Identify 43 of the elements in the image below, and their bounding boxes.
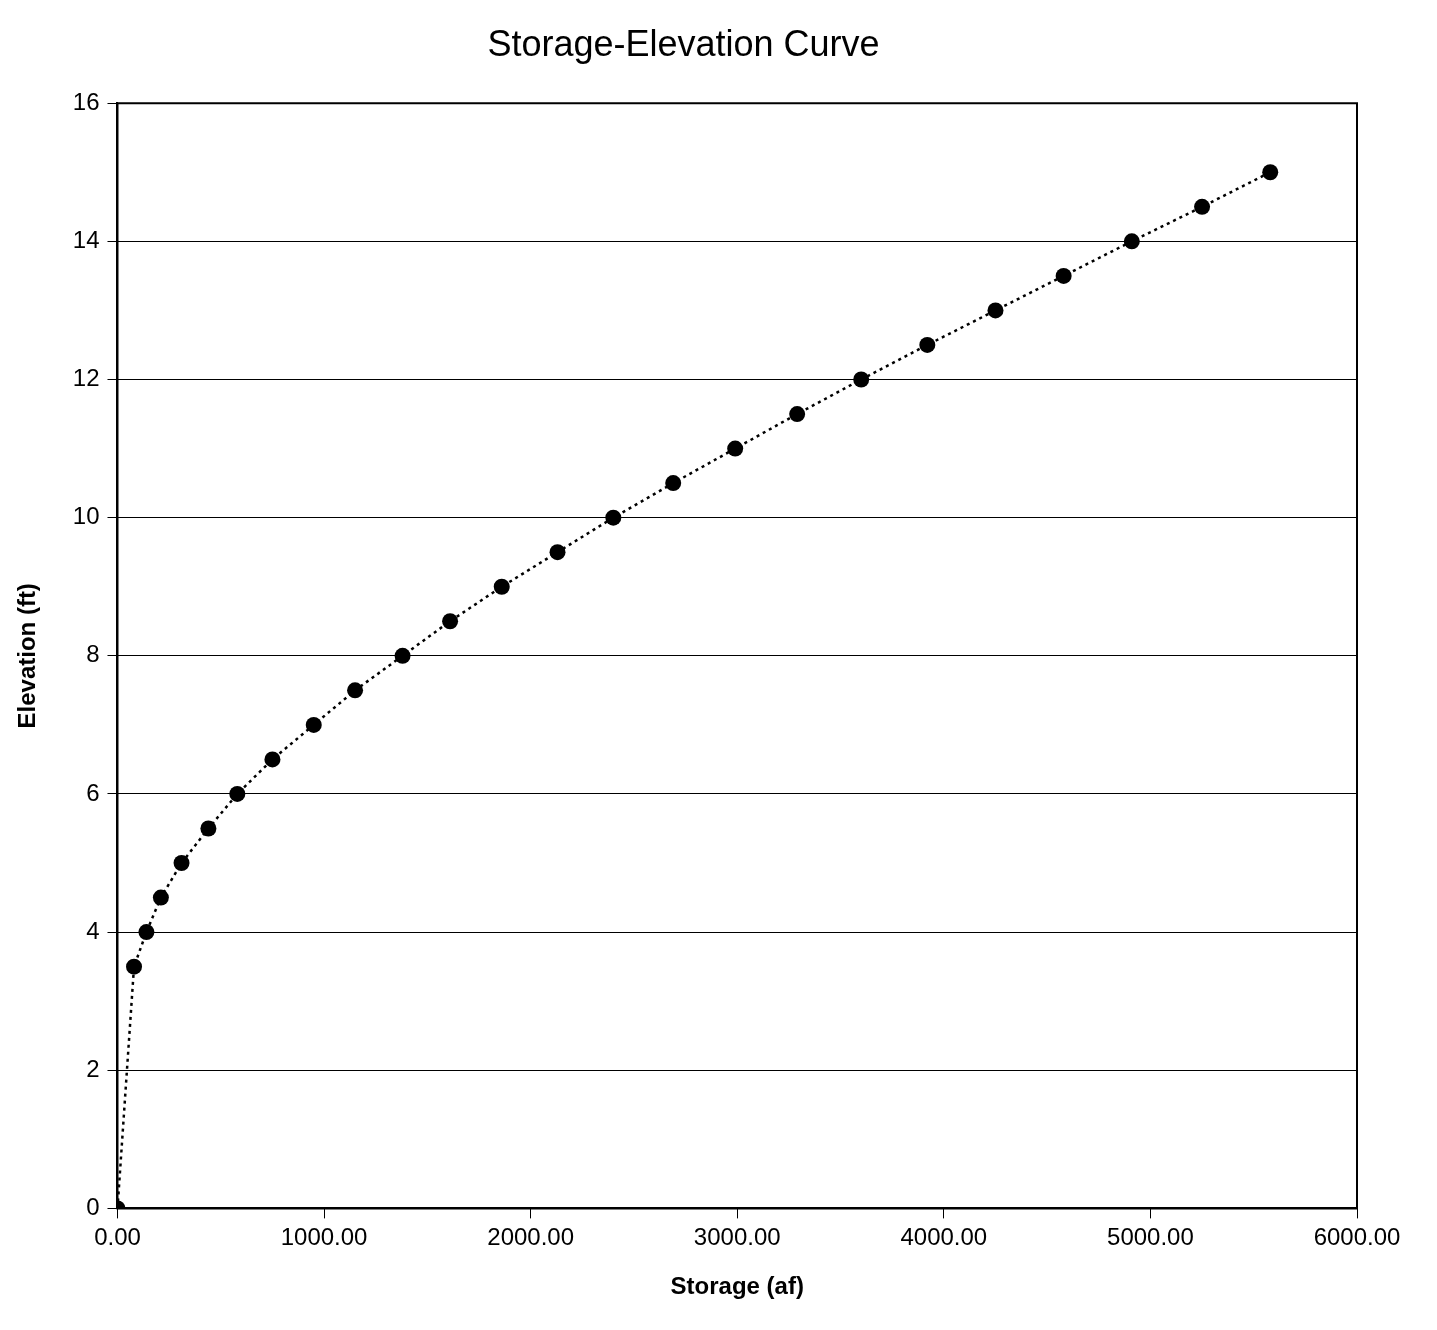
y-tick-label: 12: [72, 364, 100, 392]
point: [1055, 267, 1072, 284]
point: [347, 682, 364, 699]
point: [605, 509, 622, 526]
point: [1123, 233, 1140, 250]
y-tick-label: 0: [86, 1193, 100, 1221]
point: [1194, 198, 1211, 215]
point: [264, 751, 281, 768]
point: [442, 613, 459, 630]
y-tick-label: 8: [86, 640, 100, 668]
y-tick-label: 4: [86, 916, 100, 944]
point: [200, 820, 217, 837]
chart-title: Storage-Elevation Curve: [487, 22, 880, 64]
x-tick-label: 5000.00: [1107, 1223, 1194, 1251]
point: [853, 371, 870, 388]
point: [229, 785, 246, 802]
point: [493, 578, 510, 595]
y-tick-label: 10: [72, 502, 100, 530]
point: [549, 544, 566, 561]
point: [919, 336, 936, 353]
x-tick-label: 4000.00: [900, 1223, 988, 1251]
point: [1262, 164, 1279, 181]
point: [126, 958, 143, 975]
x-tick-label: 2000.00: [487, 1223, 575, 1251]
y-tick-label: 16: [72, 87, 100, 115]
y-tick-label: 14: [72, 225, 100, 253]
x-tick-label: 1000.00: [280, 1223, 368, 1251]
x-axis-title: Storage (af): [670, 1272, 804, 1300]
point: [727, 440, 744, 457]
x-tick-label: 6000.00: [1313, 1223, 1401, 1251]
y-tick-label: 6: [86, 778, 100, 806]
point: [394, 647, 411, 664]
point: [152, 889, 169, 906]
point: [305, 716, 322, 733]
point: [138, 924, 155, 941]
point: [987, 302, 1004, 319]
y-axis-title: Elevation (ft): [13, 583, 41, 729]
point: [789, 406, 806, 423]
x-tick-label: 3000.00: [693, 1223, 781, 1251]
point: [665, 475, 682, 492]
y-tick-label: 2: [86, 1054, 100, 1082]
x-tick-label: 0.00: [94, 1223, 141, 1251]
point: [173, 855, 190, 872]
